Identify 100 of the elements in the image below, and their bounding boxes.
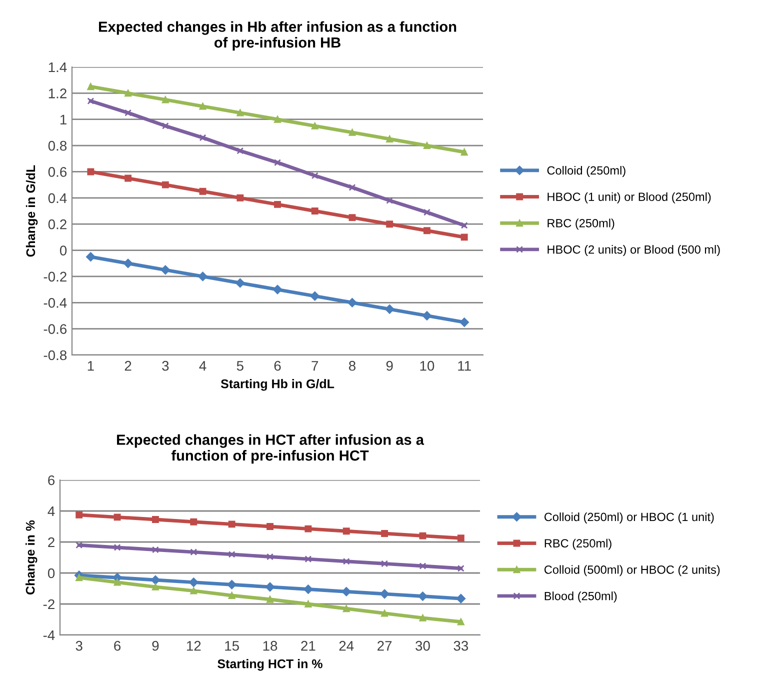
x-tick-label: 9 (152, 640, 159, 651)
point (456, 594, 466, 604)
point (310, 291, 320, 301)
point (274, 116, 281, 123)
point (348, 298, 357, 308)
x-tick-label: 12 (186, 640, 201, 651)
x-tick-label: 9 (386, 360, 393, 371)
point (87, 98, 94, 105)
point (236, 147, 244, 154)
point (457, 618, 464, 626)
point (76, 511, 83, 518)
point (342, 528, 350, 535)
legend-label: Colloid (500ml) or HBOC (2 units) (544, 565, 720, 576)
point (423, 227, 430, 234)
point (457, 534, 464, 542)
legend-label: HBOC (1 unit) or Blood (250ml) (548, 192, 711, 204)
x-tick-label: 11 (458, 361, 471, 371)
y-tick-label: 0.8 (48, 140, 67, 151)
point (342, 558, 350, 565)
line-series (76, 542, 464, 572)
point (380, 589, 390, 599)
point (190, 518, 198, 526)
point (460, 234, 468, 241)
point (348, 184, 356, 191)
x-tick-label: 5 (236, 361, 244, 371)
point (190, 587, 198, 594)
legend-label: HBOC (2 units) or Blood (500 ml) (548, 245, 720, 256)
x-tick-label: 8 (348, 360, 356, 371)
x-tick-label: 33 (454, 640, 468, 651)
point (124, 109, 132, 116)
point (162, 96, 169, 104)
point (381, 530, 388, 537)
point (422, 311, 432, 320)
point (386, 220, 394, 228)
y-tick-label: 0 (48, 568, 55, 578)
point (160, 265, 170, 275)
point (228, 550, 236, 558)
x-tick-label: 4 (199, 361, 206, 371)
point (190, 548, 198, 556)
point (124, 90, 132, 97)
point (460, 318, 469, 327)
point (304, 525, 312, 532)
point (228, 520, 236, 528)
point (189, 578, 198, 587)
x-tick-label: 30 (416, 640, 430, 651)
point (86, 252, 96, 262)
point (418, 592, 428, 601)
point (304, 584, 313, 594)
x-tick-label: 18 (263, 640, 278, 651)
point (162, 181, 169, 188)
x-tick-label: 1 (88, 361, 94, 371)
point (266, 553, 274, 560)
point (423, 208, 430, 216)
point (381, 610, 388, 617)
point (150, 575, 160, 585)
point (457, 564, 464, 572)
point (87, 83, 94, 90)
point (227, 580, 236, 590)
x-tick-label: 10 (420, 360, 434, 371)
x-tick-label: 2 (124, 360, 132, 371)
point (419, 562, 426, 570)
point (162, 122, 169, 130)
chart-title: Expected changes in HCT after infusion as a function of pre-infusion HCT (117, 434, 424, 464)
point (87, 168, 94, 176)
legend-label: RBC (250ml) (548, 218, 614, 230)
x-tick-label: 24 (339, 640, 354, 651)
point (236, 278, 245, 288)
point (236, 194, 244, 202)
y-tick-label: -0.8 (44, 350, 67, 360)
y-tick-label: 0.2 (48, 219, 66, 230)
point (348, 128, 356, 136)
x-tick-label: 6 (114, 640, 121, 651)
point (311, 208, 318, 214)
legend-label: Colloid (250ml) or HBOC (1 unit) (544, 512, 714, 524)
x-tick-label: 6 (274, 360, 281, 371)
x-tick-label: 3 (162, 360, 169, 371)
point (342, 586, 351, 596)
point (123, 258, 133, 268)
x-axis-title: Starting Hb in G/dL (220, 379, 334, 391)
y-tick-label: 1 (60, 114, 66, 124)
x-tick-label: 3 (76, 640, 82, 651)
point (272, 284, 282, 294)
legend-label: RBC (250ml) (544, 538, 612, 550)
point (342, 605, 350, 612)
point (265, 582, 275, 592)
point (423, 142, 430, 150)
point (381, 560, 388, 568)
y-tick-label: -0.6 (44, 324, 67, 334)
point (124, 174, 132, 182)
legend-label: Colloid (250ml) (547, 166, 626, 177)
point (236, 109, 244, 116)
point (199, 188, 206, 195)
legend-label: Blood (250ml) (544, 592, 617, 603)
x-tick-label: 7 (312, 361, 318, 371)
point (419, 532, 426, 540)
point (311, 122, 318, 130)
point (76, 574, 83, 582)
point (304, 556, 312, 563)
y-tick-label: 1.2 (48, 88, 66, 98)
y-tick-label: -0.4 (44, 298, 67, 308)
